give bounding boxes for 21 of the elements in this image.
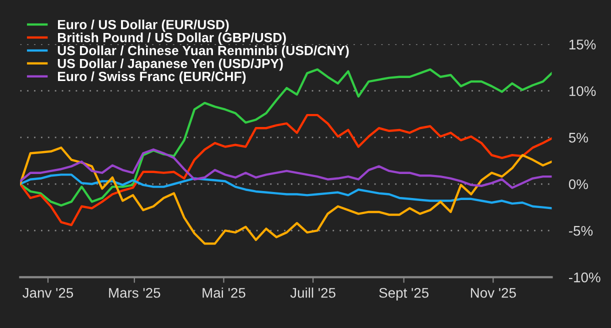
y-tick-label: 0% — [568, 179, 588, 190]
x-tick-label: Mars '25 — [109, 288, 160, 298]
y-tick-label: 10% — [569, 86, 596, 96]
x-tick-label: Janv '25 — [22, 288, 74, 298]
legend-label: British Pound / US Dollar (GBP/USD) — [58, 32, 286, 45]
y-tick-label: -10% — [569, 272, 600, 282]
x-tick-label: Nov '25 — [470, 288, 516, 298]
y-tick-label: 15% — [569, 40, 596, 50]
x-tick-label: Juill '25 — [290, 288, 336, 298]
y-tick-label: -5% — [569, 226, 593, 236]
line-series — [20, 114, 552, 226]
line-series — [20, 148, 552, 189]
legend-label: Euro / US Dollar (EUR/USD) — [58, 20, 229, 32]
legend-label: US Dollar / Chinese Yuan Renminbi (USD/CNY) — [58, 46, 349, 58]
x-tick-label: Sept '25 — [379, 288, 429, 301]
line-series — [20, 146, 552, 245]
x-tick-label: Mai '25 — [202, 288, 246, 298]
legend-label: Euro / Swiss Franc (EUR/CHF) — [58, 71, 246, 84]
line-series — [20, 174, 552, 210]
y-tick-label: 5% — [568, 132, 588, 143]
legend-label: US Dollar / Japanese Yen (USD/JPY) — [58, 58, 283, 71]
